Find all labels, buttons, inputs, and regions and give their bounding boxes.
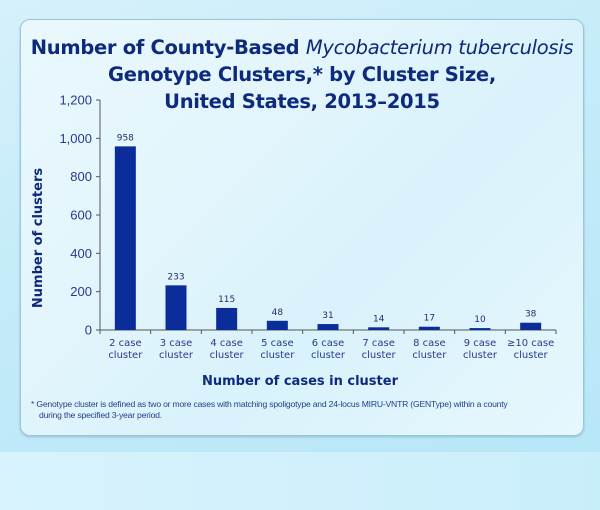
x-tick-label: cluster — [514, 350, 549, 361]
x-tick-label: 5 case — [261, 338, 294, 349]
chart-panel: Number of County-Based Mycobacterium tub… — [20, 19, 584, 436]
x-tick-label: cluster — [108, 350, 143, 361]
y-axis-label: Number of clusters — [31, 168, 46, 308]
footnote-line-2: during the specified 3-year period. — [39, 410, 162, 420]
x-tick-label: cluster — [412, 350, 447, 361]
x-tick-label: cluster — [463, 350, 498, 361]
chart-title: Number of County-Based Mycobacterium tub… — [21, 34, 583, 115]
x-tick-label: cluster — [159, 350, 194, 361]
bar — [520, 322, 542, 330]
bar — [418, 326, 440, 330]
bar — [317, 324, 339, 330]
bar — [165, 285, 187, 330]
title-line-3: United States, 2013–2015 — [164, 90, 440, 113]
x-tick-label: 9 case — [464, 338, 497, 349]
footnote-line-1: * Genotype cluster is defined as two or … — [31, 399, 508, 409]
x-tick-label: 7 case — [362, 338, 395, 349]
x-tick-label: cluster — [311, 350, 346, 361]
bar-value-label: 10 — [474, 315, 486, 325]
bar-value-label: 233 — [167, 272, 184, 282]
bars: 958 233 115 48 31 14 17 10 38 — [114, 133, 542, 330]
title-line-1-italic: Mycobacterium tuberculosis — [305, 36, 574, 59]
x-tick-label: 6 case — [312, 338, 345, 349]
bar-value-label: 14 — [373, 314, 385, 324]
x-tick-label: ≥10 case — [507, 338, 554, 349]
bar — [216, 307, 238, 330]
y-tick-label: 200 — [70, 284, 92, 299]
x-tick-label: 4 case — [210, 338, 243, 349]
y-tick-label: 1,200 — [59, 93, 92, 108]
title-line-1: Number of County-Based Mycobacterium tub… — [21, 34, 583, 61]
y-tick-label: 400 — [70, 246, 92, 261]
x-tick-label: cluster — [260, 350, 295, 361]
y-tick-label: 600 — [70, 208, 92, 223]
background-band — [0, 452, 600, 510]
bar-value-label: 38 — [525, 310, 537, 320]
bar — [266, 320, 288, 330]
bar-value-label: 115 — [218, 295, 235, 305]
bar-value-label: 31 — [322, 311, 333, 321]
x-tick-label: 2 case — [109, 338, 142, 349]
y-axis: 0 200 400 600 800 1,000 1,200 — [59, 93, 101, 338]
title-line-2: Genotype Clusters,* by Cluster Size, — [108, 63, 496, 86]
bar — [114, 146, 136, 330]
bar — [368, 327, 390, 330]
bar-value-label: 958 — [117, 133, 134, 143]
x-axis-label: Number of cases in cluster — [202, 374, 399, 389]
bar — [469, 328, 491, 330]
x-tick-label: 3 case — [160, 338, 193, 349]
y-tick-label: 0 — [85, 323, 92, 338]
bar-value-label: 48 — [272, 308, 284, 318]
title-line-1-prefix: Number of County-Based — [30, 36, 306, 59]
footnote: * Genotype cluster is defined as two or … — [31, 399, 571, 421]
bar-value-label: 17 — [424, 314, 435, 324]
x-tick-label: 8 case — [413, 338, 446, 349]
y-tick-label: 1,000 — [59, 131, 92, 146]
x-tick-label: cluster — [362, 350, 397, 361]
y-tick-label: 800 — [70, 169, 92, 184]
x-tick-label: cluster — [210, 350, 245, 361]
